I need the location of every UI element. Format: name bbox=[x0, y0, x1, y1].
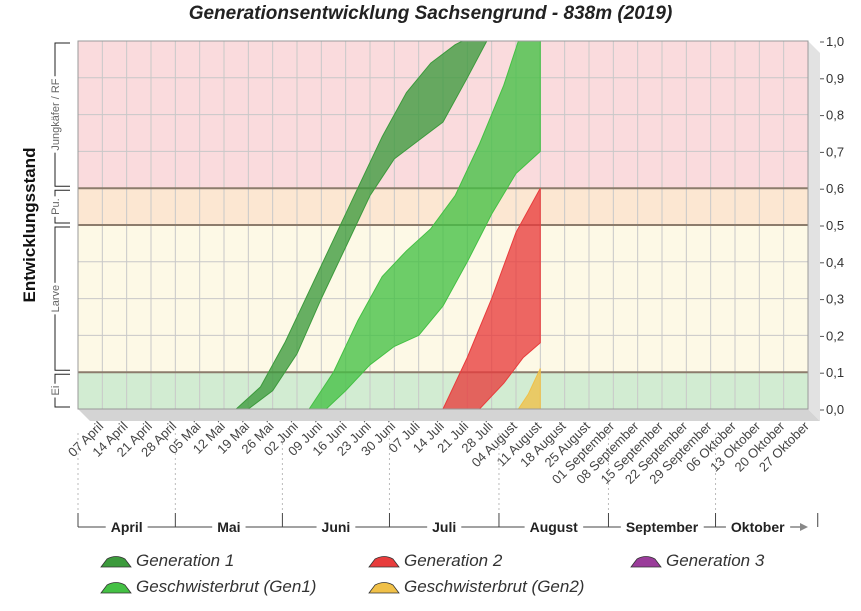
stage-label: Jungkäfer / RF bbox=[50, 78, 62, 150]
legend-swatch bbox=[100, 582, 132, 594]
month-label-background bbox=[212, 524, 246, 531]
y-tick-label: 0,1 bbox=[826, 365, 844, 380]
legend-item: Geschwisterbrut (Gen2) bbox=[368, 577, 584, 597]
y-axis-label: Entwicklungsstand bbox=[20, 148, 39, 303]
month-label-background bbox=[316, 524, 356, 531]
legend-label: Generation 3 bbox=[666, 551, 765, 570]
month-label: April bbox=[111, 519, 143, 535]
legend-swatch bbox=[630, 556, 662, 568]
plot-border bbox=[77, 40, 809, 410]
chart-title: Generationsentwicklung Sachsengrund - 83… bbox=[188, 3, 673, 24]
month-label: Juli bbox=[432, 519, 456, 535]
legend-label: Generation 2 bbox=[404, 551, 503, 570]
legend-item: Generation 2 bbox=[368, 551, 502, 571]
month-axis-arrow bbox=[800, 523, 808, 531]
stage-label: Larve bbox=[50, 285, 62, 313]
y-tick-label: 0,2 bbox=[826, 328, 844, 343]
legend-item: Generation 3 bbox=[630, 551, 764, 571]
legend-swatch bbox=[368, 582, 400, 594]
legend: Generation 1 Generation 2 Generation 3 Gesc… bbox=[100, 551, 820, 607]
stage-label: Pu. bbox=[50, 198, 62, 215]
legend-item: Generation 1 bbox=[100, 551, 234, 571]
y-tick-label: 0,0 bbox=[826, 402, 844, 417]
y-tick-label: 0,4 bbox=[826, 255, 844, 270]
y-tick-label: 0,5 bbox=[826, 218, 844, 233]
month-label: August bbox=[530, 519, 579, 535]
series-area bbox=[308, 40, 541, 410]
month-label: September bbox=[626, 519, 699, 535]
stage-label-background bbox=[50, 76, 62, 153]
y-tick-label: 0,3 bbox=[826, 292, 844, 307]
month-label: Oktober bbox=[731, 519, 785, 535]
month-label-background bbox=[427, 524, 462, 531]
y-tick-label: 1,0 bbox=[826, 34, 844, 49]
stage-label: Ei bbox=[50, 386, 62, 396]
legend-swatch bbox=[100, 556, 132, 568]
month-label: Mai bbox=[217, 519, 240, 535]
month-label-background bbox=[524, 524, 584, 531]
legend-label: Geschwisterbrut (Gen2) bbox=[404, 577, 585, 596]
month-label-background bbox=[620, 524, 704, 531]
plot-floor bbox=[78, 409, 820, 421]
legend-label: Generation 1 bbox=[136, 551, 235, 570]
y-tick-label: 0,6 bbox=[826, 181, 844, 196]
series-area bbox=[442, 187, 541, 410]
stage-label-background bbox=[50, 383, 62, 398]
legend-swatch bbox=[368, 556, 400, 568]
y-tick-label: 0,8 bbox=[826, 108, 844, 123]
y-tick-label: 0,9 bbox=[826, 71, 844, 86]
stage-label-background bbox=[50, 196, 62, 217]
y-tick-label: 0,7 bbox=[826, 144, 844, 159]
plot-side-wall bbox=[808, 41, 820, 421]
month-label-background bbox=[105, 524, 148, 531]
stage-label-background bbox=[50, 282, 62, 315]
legend-label: Geschwisterbrut (Gen1) bbox=[136, 577, 317, 596]
month-label: Juni bbox=[322, 519, 351, 535]
month-label-background bbox=[725, 524, 791, 531]
legend-item: Geschwisterbrut (Gen1) bbox=[100, 577, 316, 597]
